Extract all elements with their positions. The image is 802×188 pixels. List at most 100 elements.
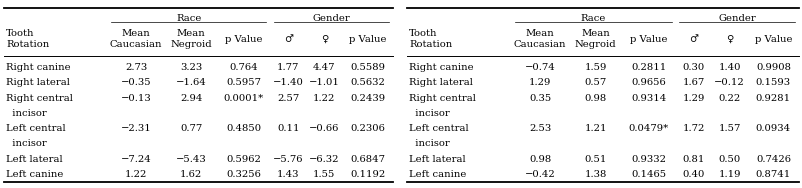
Text: 0.8741: 0.8741 [755, 170, 790, 179]
Text: 0.51: 0.51 [584, 155, 606, 164]
Text: 0.50: 0.50 [718, 155, 740, 164]
Text: Left central: Left central [408, 124, 468, 133]
Text: 0.0001*: 0.0001* [224, 94, 264, 103]
Text: Gender: Gender [313, 14, 350, 23]
Text: 0.57: 0.57 [584, 78, 606, 87]
Text: 0.98: 0.98 [584, 94, 606, 103]
Text: 1.40: 1.40 [718, 63, 740, 72]
Text: Right canine: Right canine [6, 63, 71, 72]
Text: −0.66: −0.66 [309, 124, 339, 133]
Text: Left lateral: Left lateral [6, 155, 63, 164]
Text: incisor: incisor [6, 139, 47, 148]
Text: 0.0934: 0.0934 [755, 124, 790, 133]
Text: ♂: ♂ [688, 35, 697, 43]
Text: 2.57: 2.57 [277, 94, 299, 103]
Text: 0.30: 0.30 [682, 63, 704, 72]
Text: 0.3256: 0.3256 [226, 170, 261, 179]
Text: Left central: Left central [6, 124, 66, 133]
Text: −7.24: −7.24 [120, 155, 152, 164]
Text: p Value: p Value [754, 35, 792, 43]
Text: 1.57: 1.57 [718, 124, 740, 133]
Text: 1.67: 1.67 [682, 78, 704, 87]
Text: −1.01: −1.01 [309, 78, 339, 87]
Text: 0.35: 0.35 [529, 94, 551, 103]
Text: −6.32: −6.32 [309, 155, 339, 164]
Text: 0.40: 0.40 [682, 170, 704, 179]
Text: p Value: p Value [225, 35, 262, 43]
Text: 1.62: 1.62 [180, 170, 202, 179]
Text: 0.81: 0.81 [682, 155, 704, 164]
Text: 0.2811: 0.2811 [630, 63, 666, 72]
Text: 0.9908: 0.9908 [755, 63, 790, 72]
Text: 0.0479*: 0.0479* [628, 124, 668, 133]
Text: Tooth
Rotation: Tooth Rotation [408, 29, 452, 49]
Text: Left canine: Left canine [6, 170, 63, 179]
Text: 0.4850: 0.4850 [226, 124, 261, 133]
Text: −0.12: −0.12 [714, 78, 744, 87]
Text: 3.23: 3.23 [180, 63, 202, 72]
Text: Tooth
Rotation: Tooth Rotation [6, 29, 49, 49]
Text: −5.43: −5.43 [176, 155, 206, 164]
Text: Race: Race [176, 14, 201, 23]
Text: 1.22: 1.22 [313, 94, 335, 103]
Text: 0.6847: 0.6847 [350, 155, 385, 164]
Text: incisor: incisor [6, 109, 47, 118]
Text: 2.53: 2.53 [529, 124, 551, 133]
Text: 0.2306: 0.2306 [350, 124, 385, 133]
Text: ♂: ♂ [283, 35, 293, 43]
Text: 2.73: 2.73 [125, 63, 147, 72]
Text: 1.55: 1.55 [313, 170, 335, 179]
Text: 1.29: 1.29 [529, 78, 551, 87]
Text: 0.764: 0.764 [229, 63, 258, 72]
Text: Mean
Negroid: Mean Negroid [170, 29, 212, 49]
Text: Right canine: Right canine [408, 63, 473, 72]
Text: 0.9281: 0.9281 [755, 94, 790, 103]
Text: 1.29: 1.29 [682, 94, 704, 103]
Text: 0.1465: 0.1465 [630, 170, 666, 179]
Text: 1.43: 1.43 [277, 170, 299, 179]
Text: incisor: incisor [408, 139, 449, 148]
Text: 1.59: 1.59 [584, 63, 606, 72]
Text: −0.35: −0.35 [120, 78, 152, 87]
Text: incisor: incisor [408, 109, 449, 118]
Text: Right central: Right central [6, 94, 73, 103]
Text: 1.22: 1.22 [125, 170, 147, 179]
Text: 0.5632: 0.5632 [350, 78, 385, 87]
Text: 0.22: 0.22 [718, 94, 740, 103]
Text: 1.21: 1.21 [584, 124, 606, 133]
Text: 0.7426: 0.7426 [755, 155, 790, 164]
Text: p Value: p Value [348, 35, 386, 43]
Text: 1.38: 1.38 [584, 170, 606, 179]
Text: Right central: Right central [408, 94, 476, 103]
Text: 0.5589: 0.5589 [350, 63, 385, 72]
Text: −0.42: −0.42 [525, 170, 555, 179]
Text: −0.13: −0.13 [120, 94, 152, 103]
Text: −1.40: −1.40 [273, 78, 303, 87]
Text: Mean
Negroid: Mean Negroid [574, 29, 616, 49]
Text: 0.9332: 0.9332 [630, 155, 666, 164]
Text: 1.72: 1.72 [682, 124, 704, 133]
Text: 4.47: 4.47 [313, 63, 335, 72]
Text: 0.5962: 0.5962 [226, 155, 261, 164]
Text: 0.2439: 0.2439 [350, 94, 385, 103]
Text: 2.94: 2.94 [180, 94, 202, 103]
Text: Right lateral: Right lateral [6, 78, 70, 87]
Text: 0.1192: 0.1192 [350, 170, 385, 179]
Text: 0.5957: 0.5957 [226, 78, 261, 87]
Text: 0.1593: 0.1593 [755, 78, 790, 87]
Text: Mean
Caucasian: Mean Caucasian [513, 29, 565, 49]
Text: Left canine: Left canine [408, 170, 466, 179]
Text: −5.76: −5.76 [273, 155, 303, 164]
Text: 0.9314: 0.9314 [630, 94, 666, 103]
Text: Right lateral: Right lateral [408, 78, 472, 87]
Text: 0.9656: 0.9656 [630, 78, 666, 87]
Text: Left lateral: Left lateral [408, 155, 465, 164]
Text: p Value: p Value [630, 35, 666, 43]
Text: Race: Race [580, 14, 606, 23]
Text: −0.74: −0.74 [525, 63, 555, 72]
Text: 1.77: 1.77 [277, 63, 299, 72]
Text: Mean
Caucasian: Mean Caucasian [110, 29, 162, 49]
Text: 0.11: 0.11 [277, 124, 299, 133]
Text: 0.77: 0.77 [180, 124, 202, 133]
Text: 1.19: 1.19 [718, 170, 740, 179]
